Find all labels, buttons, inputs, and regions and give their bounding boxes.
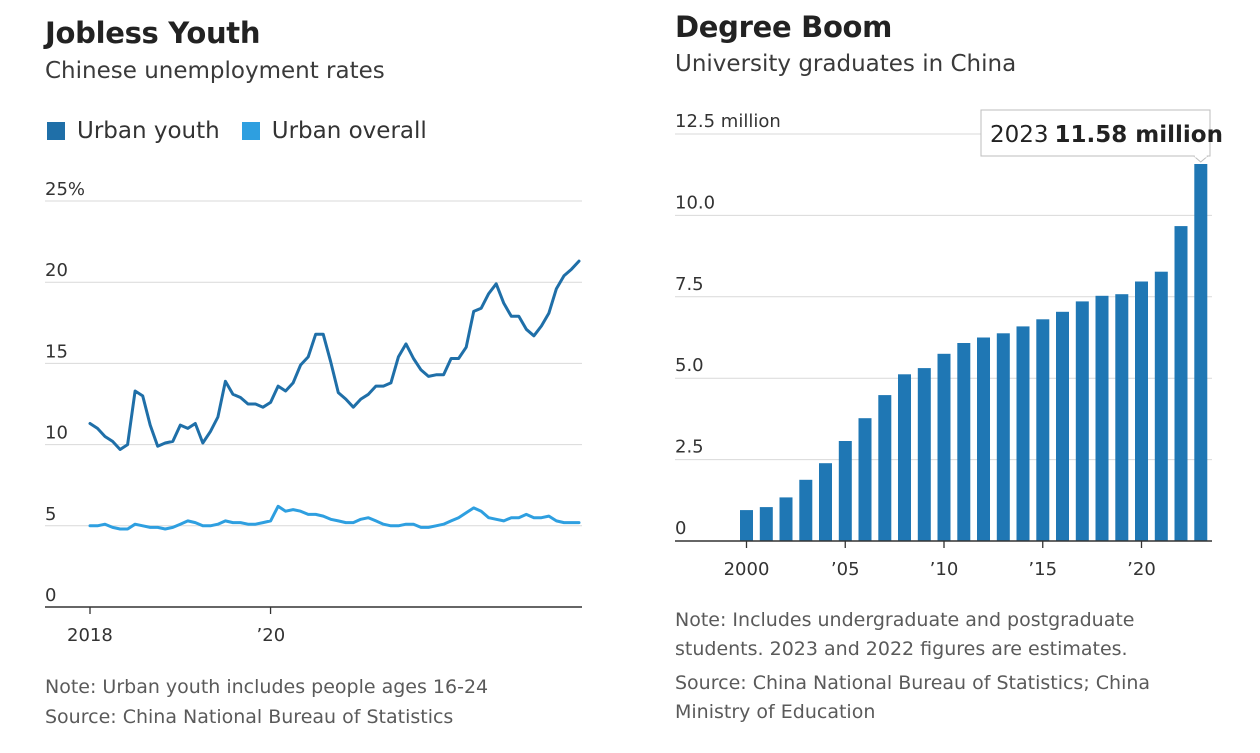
right-source-line1: Source: China National Bureau of Statist… (675, 672, 1151, 694)
callout-text: 2023 11.58 million (990, 122, 1223, 148)
latest-value-callout: 2023 11.58 million (980, 109, 1223, 163)
legend-swatch-urban-youth (47, 122, 65, 140)
bar-2017 (1075, 301, 1089, 541)
y-tick-label: 10 (45, 423, 68, 444)
bar-2003 (799, 479, 813, 541)
graduates-bar-chart: 0 2.5 5.0 7.5 10.0 12.5 million 2000 ’05 ’10 ’15 ’… (675, 109, 1223, 580)
x-tick-label: ’20 (1127, 559, 1156, 580)
x-tick-label: 2000 (724, 559, 770, 580)
bar-2018 (1095, 295, 1109, 541)
bar-2016 (1056, 311, 1069, 541)
left-chart-subtitle: Chinese unemployment rates (45, 58, 385, 84)
urban-youth-line (88, 259, 581, 451)
bar-2021 (1154, 271, 1168, 541)
bar-2002 (779, 497, 793, 541)
y-tick-label: 5.0 (675, 355, 704, 376)
callout-box (980, 109, 1211, 157)
bar-2020 (1135, 281, 1148, 541)
x-tick-label: ’10 (930, 559, 959, 580)
bar-2022 (1174, 226, 1188, 541)
legend-label-urban-youth: Urban youth (77, 118, 220, 144)
x-tick-label: ’15 (1028, 559, 1057, 580)
y-tick-label: 5 (45, 504, 56, 525)
bar-2000 (740, 510, 753, 541)
left-legend: Urban youth Urban overall (47, 118, 449, 144)
y-tick-label: 10.0 (675, 192, 715, 213)
bar-2004 (819, 463, 832, 541)
bar-2019 (1115, 294, 1129, 541)
y-tick-label: 12.5 million (675, 111, 781, 132)
y-tick-label: 25% (45, 179, 85, 200)
bar-2006 (858, 418, 872, 541)
bar-2008 (898, 374, 911, 541)
bar-2011 (957, 343, 971, 541)
x-tick-label: 2018 (67, 625, 113, 646)
legend-label-urban-overall: Urban overall (271, 118, 427, 144)
bar-2010 (937, 353, 951, 541)
y-tick-label: 20 (45, 260, 68, 281)
unemployment-line-chart: 0 5 10 15 20 25% 2018 ’20 (45, 179, 582, 646)
bar-2012 (977, 337, 990, 541)
bar-2014 (1016, 326, 1030, 541)
right-note-line1: Note: Includes undergraduate and postgra… (675, 609, 1135, 631)
legend-item-urban-youth: Urban youth (47, 118, 220, 144)
callout-year: 2023 (990, 122, 1049, 148)
bar-2007 (878, 395, 892, 541)
degree-boom-panel: Degree Boom University graduates in Chin… (630, 0, 1260, 753)
callout-value: 11.58 million (1055, 122, 1223, 148)
bar-2005 (838, 441, 852, 541)
right-source-line2: Ministry of Education (675, 701, 876, 723)
y-tick-label: 7.5 (675, 274, 704, 295)
bar-2009 (917, 368, 931, 541)
x-tick-label: ’20 (257, 625, 286, 646)
left-chart-title: Jobless Youth (45, 16, 261, 50)
bar-2023 (1194, 164, 1208, 541)
right-note-line2: students. 2023 and 2022 figures are esti… (675, 638, 1128, 660)
x-tick-label: ’05 (831, 559, 860, 580)
callout-pointer-mask (1194, 154, 1207, 158)
bar-2015 (1036, 319, 1050, 541)
legend-swatch-urban-overall (241, 122, 260, 140)
right-chart-subtitle: University graduates in China (675, 51, 1017, 77)
left-note: Note: Urban youth includes people ages 1… (45, 676, 489, 698)
bar-2013 (996, 333, 1010, 541)
jobless-youth-panel: Jobless Youth Chinese unemployment rates… (0, 0, 620, 753)
left-source: Source: China National Bureau of Statist… (45, 706, 454, 728)
bar-2001 (759, 507, 773, 541)
y-tick-label: 0 (675, 518, 686, 539)
y-tick-label: 15 (45, 341, 68, 362)
y-tick-label: 0 (45, 585, 56, 606)
legend-item-urban-overall: Urban overall (241, 118, 427, 144)
y-tick-label: 2.5 (675, 437, 704, 458)
right-chart-title: Degree Boom (675, 10, 893, 44)
urban-overall-line (88, 504, 581, 531)
